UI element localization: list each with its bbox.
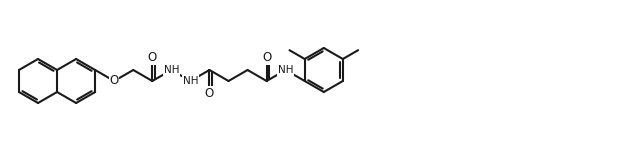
Text: NH: NH	[278, 65, 293, 75]
Text: O: O	[110, 74, 119, 87]
Text: O: O	[148, 51, 157, 64]
Text: NH: NH	[182, 76, 198, 86]
Text: NH: NH	[163, 65, 179, 75]
Text: O: O	[205, 87, 214, 100]
Text: O: O	[262, 51, 271, 64]
